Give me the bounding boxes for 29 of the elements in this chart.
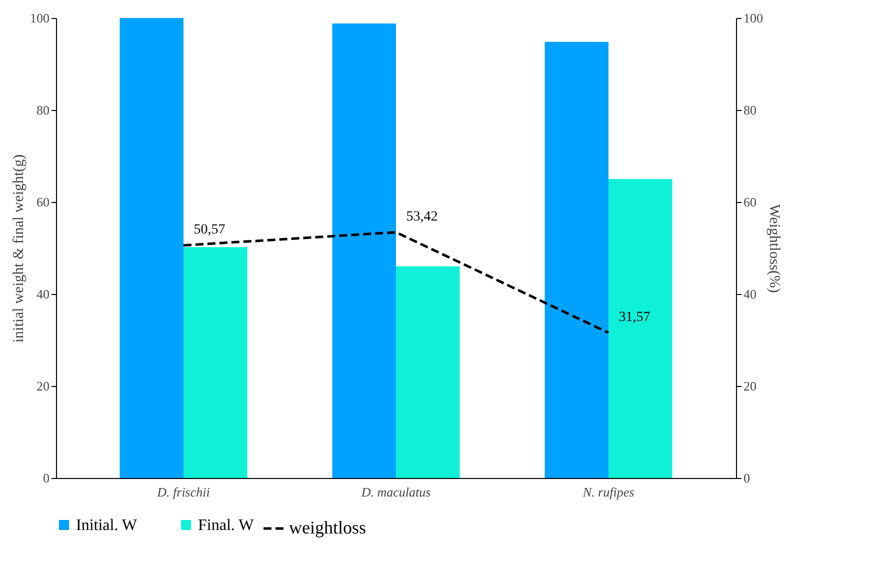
- bar: [120, 18, 184, 478]
- y2-tick-label: 80: [744, 102, 756, 118]
- x-tick-label: N. rufipes: [582, 484, 634, 500]
- bar: [184, 247, 248, 478]
- y-tick-label: 100: [30, 10, 50, 26]
- y2-tick-label: 60: [744, 194, 756, 210]
- bar: [332, 24, 396, 478]
- data-label: 53,42: [406, 209, 438, 224]
- legend-label: Final. W: [198, 517, 255, 534]
- y2-tick-label: 0: [744, 470, 750, 486]
- y2-tick-label: 20: [744, 378, 756, 394]
- data-label: 50,57: [194, 222, 226, 238]
- y-tick-label: 60: [36, 194, 50, 210]
- x-tick-label: D. maculatus: [360, 484, 431, 500]
- y2-tick-label: 100: [744, 10, 763, 26]
- y-tick-label: 40: [36, 286, 50, 302]
- legend-label: weightloss: [289, 518, 366, 538]
- legend-label: Initial. W: [76, 517, 138, 534]
- bar: [396, 266, 460, 478]
- y-tick-label: 80: [36, 102, 50, 118]
- x-tick-label: D. frischii: [156, 484, 210, 500]
- y2-axis-title: Weightloss(%): [766, 204, 782, 293]
- bar: [544, 42, 608, 478]
- y-tick-label: 0: [43, 470, 50, 486]
- y-tick-label: 20: [36, 378, 50, 394]
- bar: [608, 179, 672, 478]
- y2-tick-label: 40: [744, 286, 756, 302]
- data-label: 31,57: [618, 310, 650, 325]
- y-axis-title: initial weight & final weight(g): [11, 154, 27, 343]
